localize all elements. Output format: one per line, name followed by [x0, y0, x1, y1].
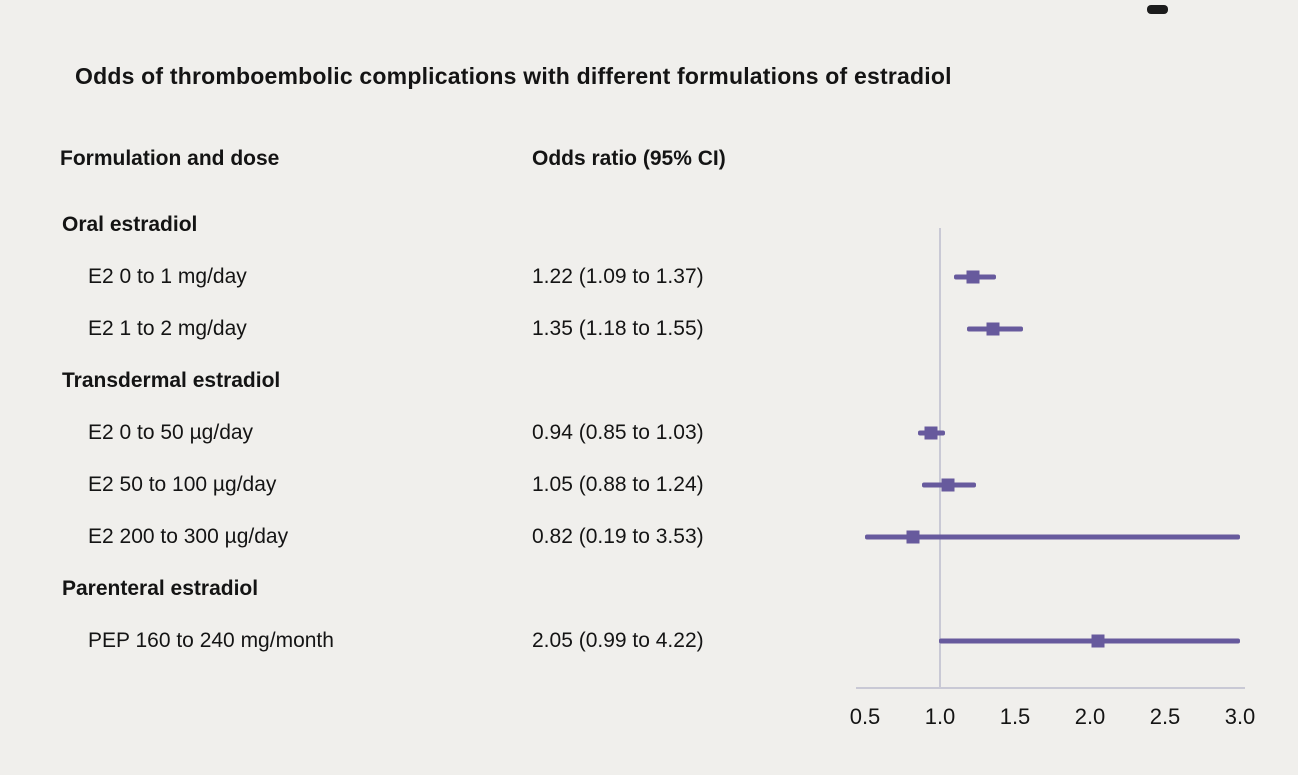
group-header-row: Transdermal estradiol	[0, 355, 1298, 407]
group-label: Parenteral estradiol	[62, 577, 259, 600]
forest-row: E2 200 to 300 µg/day 0.82 (0.19 to 3.53)	[0, 511, 1298, 563]
row-label: PEP 160 to 240 mg/month	[88, 629, 334, 652]
x-axis-tick-label: 1.5	[999, 704, 1031, 729]
group-header-row: Oral estradiol	[0, 199, 1298, 251]
group-label: Transdermal estradiol	[62, 369, 281, 392]
forest-row: E2 0 to 50 µg/day 0.94 (0.85 to 1.03)	[0, 407, 1298, 459]
group-label: Oral estradiol	[62, 213, 198, 236]
row-label: E2 200 to 300 µg/day	[88, 525, 289, 548]
point-estimate-marker	[941, 478, 954, 492]
row-label: E2 1 to 2 mg/day	[88, 317, 247, 340]
row-label: E2 0 to 1 mg/day	[88, 265, 247, 288]
row-estimate-text: 0.82 (0.19 to 3.53)	[532, 525, 704, 548]
x-axis-line	[856, 687, 1245, 689]
x-axis-tick-label: 2.0	[1074, 704, 1106, 729]
row-estimate-text: 2.05 (0.99 to 4.22)	[532, 629, 704, 652]
group-header-row: Parenteral estradiol	[0, 563, 1298, 615]
row-label: E2 0 to 50 µg/day	[88, 421, 254, 444]
x-axis-tick-label: 1.0	[924, 704, 956, 729]
row-estimate-text: 1.05 (0.88 to 1.24)	[532, 473, 704, 496]
point-estimate-marker	[1091, 634, 1104, 648]
confidence-interval-line	[865, 534, 1240, 540]
row-estimate-text: 1.35 (1.18 to 1.55)	[532, 317, 704, 340]
forest-row: PEP 160 to 240 mg/month 2.05 (0.99 to 4.2…	[0, 615, 1298, 667]
forest-row: E2 50 to 100 µg/day 1.05 (0.88 to 1.24)	[0, 459, 1298, 511]
x-axis-tick-label: 3.0	[1224, 704, 1256, 729]
row-label: E2 50 to 100 µg/day	[88, 473, 277, 496]
point-estimate-marker	[966, 270, 980, 284]
row-estimate-text: 0.94 (0.85 to 1.03)	[532, 421, 704, 444]
point-estimate-marker	[924, 426, 938, 440]
column-header-odds-ratio: Odds ratio (95% CI)	[532, 147, 726, 170]
forest-row: E2 0 to 1 mg/day 1.22 (1.09 to 1.37)	[0, 251, 1298, 303]
point-estimate-marker	[906, 530, 920, 544]
corner-mark	[1147, 5, 1168, 14]
row-estimate-text: 1.22 (1.09 to 1.37)	[532, 265, 704, 288]
forest-row: E2 1 to 2 mg/day 1.35 (1.18 to 1.55)	[0, 303, 1298, 355]
x-axis-tick-label: 0.5	[849, 704, 881, 729]
confidence-interval-line	[938, 638, 1240, 644]
point-estimate-marker	[986, 322, 999, 336]
x-axis-tick-label: 2.5	[1149, 704, 1181, 729]
reference-line	[939, 228, 941, 688]
column-header-formulation: Formulation and dose	[60, 147, 280, 170]
chart-title: Odds of thromboembolic complications wit…	[75, 63, 952, 89]
